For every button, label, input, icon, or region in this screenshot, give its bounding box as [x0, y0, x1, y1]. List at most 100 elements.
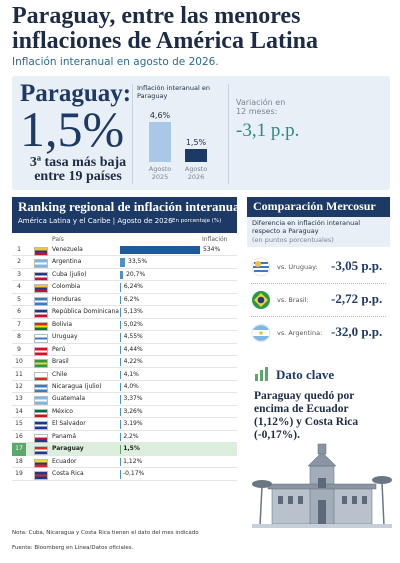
ranking-row: 12 Nicaragua (julio) 4,0% — [12, 381, 237, 394]
column-header: Inflación — [202, 236, 228, 243]
bar — [120, 270, 124, 280]
bar — [120, 445, 121, 454]
ranking-row: 4 Colombia 6,24% — [12, 281, 237, 294]
ranking-row: 10 Brasil 4,22% — [12, 356, 237, 369]
value-label: 1,5% — [185, 137, 207, 147]
bar — [120, 457, 121, 467]
ranking-row: 17 Paraguay 1,5% — [12, 443, 237, 456]
flag — [34, 383, 48, 393]
ranking-row: 5 Honduras 6,2% — [12, 294, 237, 307]
flag — [34, 421, 48, 431]
hero-value: 1,5% — [20, 101, 125, 157]
ranking-row: 8 Uruguay 4,55% — [12, 331, 237, 344]
value-label: 6,2% — [123, 295, 140, 303]
footer-source: Fuente: Bloomberg en Línea/Datos oficial… — [12, 545, 134, 551]
rank: 17 — [12, 443, 26, 456]
value-label: 3,26% — [123, 407, 143, 415]
flag — [34, 247, 48, 256]
column-header: País — [52, 236, 64, 243]
comparison-label: vs. Uruguay: — [277, 263, 318, 271]
flag — [34, 271, 48, 281]
bar — [120, 333, 121, 342]
value-label: 4,44% — [123, 345, 143, 353]
value-label: 4,6% — [149, 111, 171, 120]
rank: 12 — [15, 382, 23, 390]
rank: 19 — [15, 470, 23, 478]
bar — [120, 295, 121, 305]
value-label: -0,17% — [123, 470, 145, 478]
change-label: Variación en 12 meses: — [236, 98, 286, 116]
country: Perú — [52, 345, 66, 353]
flag — [34, 259, 48, 269]
flag — [34, 458, 48, 468]
value-label: 20,7% — [126, 270, 146, 278]
bar — [120, 432, 121, 442]
rank: 7 — [17, 320, 21, 328]
rank: 2 — [17, 258, 21, 266]
rank: 10 — [15, 358, 23, 366]
ranking-row: 3 Cuba (julio) 20,7% — [12, 269, 237, 282]
mercosur-title: Comparación Mercosur — [253, 199, 376, 213]
rank: 11 — [15, 370, 23, 378]
comparison-value: -2,72 p.p. — [331, 291, 383, 306]
ranking-subtitle: América Latina y el Caribe | Agosto de 2… — [18, 217, 173, 225]
key-fact-title: Dato clave — [276, 367, 335, 382]
rank: 16 — [15, 432, 23, 440]
flag — [34, 446, 48, 456]
mercosur-rows: vs. Uruguay: -3,05 p.p. vs. Brasil: -2,72 p… — [247, 256, 390, 356]
hero-note: 3ª tasa más baja entre 19 países — [29, 155, 127, 184]
bar — [120, 283, 121, 292]
bar — [120, 320, 121, 330]
ranking-row: 1 Venezuela 534% — [12, 244, 237, 257]
value-label: 4,0% — [123, 382, 139, 390]
comparison-value: -32,0 p.p. — [331, 324, 383, 339]
rank: 5 — [17, 295, 21, 303]
footer-note: Nota: Cuba, Nicaragua y Costa Rica tiene… — [12, 530, 199, 536]
ranking-row: 9 Perú 4,44% — [12, 344, 237, 357]
bar — [120, 420, 121, 429]
country: Uruguay — [52, 333, 78, 341]
bar — [120, 395, 121, 404]
value-label: 6,24% — [123, 283, 143, 291]
country: Ecuador — [52, 457, 77, 465]
bar — [120, 258, 126, 267]
flag — [34, 371, 48, 381]
country: El Salvador — [52, 420, 86, 428]
rank: 9 — [17, 345, 21, 353]
ranking-row: 16 Panamá 2,2% — [12, 431, 237, 444]
flag — [34, 284, 48, 294]
bar — [119, 470, 121, 479]
ranking-row: 15 El Salvador 3,19% — [12, 418, 237, 431]
comparison-label: vs. Brasil: — [277, 296, 309, 304]
flag — [34, 471, 48, 481]
value-label: 2,2% — [123, 432, 139, 440]
bar — [120, 246, 200, 255]
country: Colombia — [52, 283, 81, 291]
ranking-row: 19 Costa Rica -0,17% — [12, 468, 237, 481]
country: Paraguay — [52, 445, 84, 453]
flag — [34, 321, 48, 331]
rank: 3 — [17, 270, 21, 278]
bar — [120, 345, 121, 355]
rank: 6 — [17, 308, 21, 316]
country: Chile — [52, 370, 68, 378]
hero-label: Paraguay: — [20, 80, 132, 107]
flags — [251, 257, 271, 343]
ranking-title: Ranking regional de inflación interanual — [18, 199, 244, 214]
separator — [251, 283, 386, 284]
value-label: 33,5% — [128, 258, 148, 266]
ranking-unit: En porcentaje (%) — [172, 218, 222, 224]
ranking-row: 7 Bolivia 5,02% — [12, 319, 237, 332]
country: Argentina — [52, 258, 82, 266]
divider — [132, 84, 133, 184]
subtitle: Inflación interanual en agosto de 2026. — [12, 56, 219, 68]
rank: 8 — [17, 333, 21, 341]
flag — [34, 396, 48, 406]
value-label: 4,1% — [123, 370, 139, 378]
comparison-label: vs. Argentina: — [277, 329, 323, 337]
country: Guatemala — [52, 395, 86, 403]
value-label: 534% — [203, 246, 221, 253]
bar — [120, 308, 121, 317]
ranking-row: 18 Ecuador 1,12% — [12, 456, 237, 469]
